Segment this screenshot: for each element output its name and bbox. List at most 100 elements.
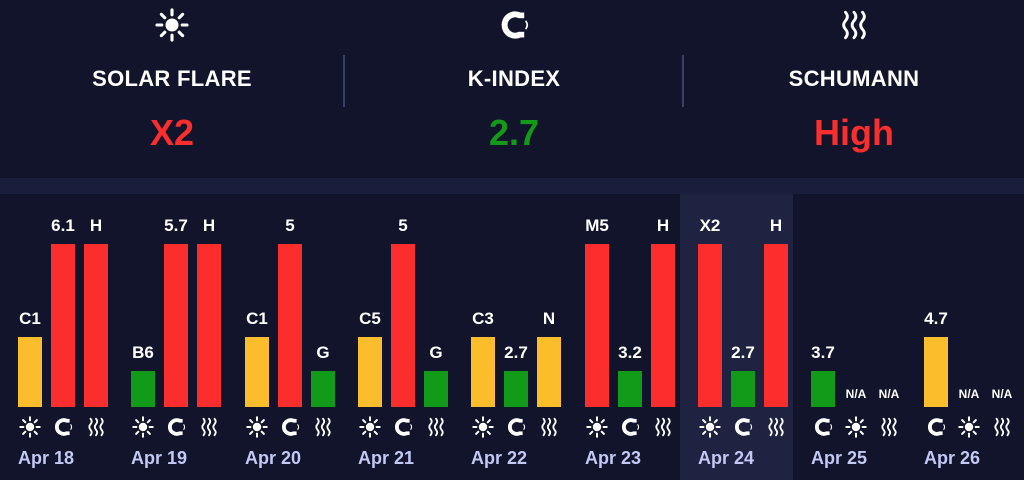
waves-icon (837, 8, 871, 47)
waves-icon (198, 416, 220, 438)
schumann-value-label: H (89, 216, 103, 235)
kindex-bar (278, 244, 302, 407)
flare-value-label: B6 (132, 343, 154, 362)
date-label: Apr 21 (358, 448, 415, 468)
flare-bar (698, 244, 722, 407)
flare-value-label: M5 (585, 216, 609, 235)
sun-icon (958, 416, 980, 438)
solar-flare-label: SOLAR FLARE (92, 66, 252, 91)
magnet-icon (497, 8, 531, 47)
date-label: Apr 18 (18, 448, 75, 468)
waves-icon (765, 416, 787, 438)
magnet-icon (392, 416, 414, 438)
schumann-bar (651, 244, 675, 407)
flare-value-label: C1 (19, 309, 41, 328)
schumann-bar (311, 371, 335, 407)
magnet-icon (812, 416, 834, 438)
kindex-value-label: 3.2 (618, 343, 642, 362)
sun-icon (246, 416, 268, 438)
sun-icon (845, 416, 867, 438)
kindex-bar (924, 337, 948, 407)
sun-icon (472, 416, 494, 438)
magnet-icon (165, 416, 187, 438)
day-column: B6 5.7 H Apr 19 (113, 194, 226, 480)
schumann-value-label: H (202, 216, 216, 235)
date-label: Apr 26 (924, 448, 981, 468)
magnet-icon (52, 416, 74, 438)
sun-icon (19, 416, 41, 438)
flare-value-label: C5 (359, 309, 381, 328)
kindex-value-label: 6.1 (51, 216, 75, 235)
flare-value-label: N/A (845, 387, 867, 401)
day-column: C5 5 G Apr 21 (340, 194, 453, 480)
kindex-value-label: 5.7 (164, 216, 188, 235)
waves-icon (878, 416, 900, 438)
day-column: C1 5 G Apr 20 (227, 194, 340, 480)
schumann-value-label: N/A (878, 387, 900, 401)
kindex-bar (618, 371, 642, 407)
date-label: Apr 19 (131, 448, 188, 468)
magnet-icon (279, 416, 301, 438)
date-label: Apr 20 (245, 448, 302, 468)
header-divider (343, 55, 345, 107)
kindex-value-label: 2.7 (504, 343, 528, 362)
schumann-value-label: N/A (991, 387, 1013, 401)
flare-bar (585, 244, 609, 407)
summary-header: SOLAR FLARE X2 K-INDEX 2.7 SCHUMANN High (0, 0, 1024, 178)
kindex-bar (811, 371, 835, 407)
flare-value-label: N/A (958, 387, 980, 401)
kindex-bar (731, 371, 755, 407)
waves-icon (538, 416, 560, 438)
waves-icon (312, 416, 334, 438)
sun-icon (155, 8, 189, 47)
date-label: Apr 24 (698, 448, 755, 468)
date-label: Apr 22 (471, 448, 528, 468)
schumann-value-label: G (429, 343, 443, 362)
day-column: C3 2.7 N Apr 22 (453, 194, 566, 480)
flare-value-label: X2 (699, 216, 721, 235)
sun-icon (586, 416, 608, 438)
day-column: C1 6.1 H Apr 18 (0, 194, 113, 480)
sun-icon (132, 416, 154, 438)
kindex-bar (51, 244, 75, 407)
schumann-value-label: N (542, 309, 556, 328)
magnet-icon (925, 416, 947, 438)
waves-icon (991, 416, 1013, 438)
header-divider (682, 55, 684, 107)
flare-bar (131, 371, 155, 407)
flare-bar (471, 337, 495, 407)
kindex-value-label: 3.7 (811, 343, 835, 362)
kindex-value-label: 5 (398, 216, 408, 235)
schumann-bar (197, 244, 221, 407)
flare-bar (245, 337, 269, 407)
k-index-summary: K-INDEX 2.7 (344, 0, 684, 178)
schumann-bar (537, 337, 561, 407)
solar-flare-summary: SOLAR FLARE X2 (0, 0, 344, 178)
k-index-value: 2.7 (488, 112, 540, 153)
schumann-bar (764, 244, 788, 407)
kindex-value-label: 4.7 (924, 309, 948, 328)
flare-value-label: C3 (472, 309, 494, 328)
solar-flare-value: X2 (149, 112, 195, 153)
day-column: 3.7 N/A N/A Apr 25 (793, 194, 906, 480)
schumann-value-label: G (316, 343, 330, 362)
flare-value-label: C1 (246, 309, 268, 328)
day-column: X2 2.7 H Apr 24 (680, 194, 793, 480)
schumann-bar (84, 244, 108, 407)
schumann-label: SCHUMANN (788, 66, 920, 91)
schumann-value-label: H (769, 216, 783, 235)
sun-icon (699, 416, 721, 438)
kindex-bar (391, 244, 415, 407)
date-label: Apr 25 (811, 448, 868, 468)
kindex-bar (504, 371, 528, 407)
magnet-icon (505, 416, 527, 438)
daily-forecast-chart: C1 6.1 H Apr 18 B6 5.7 H Apr 19 C1 5 G Apr 20 C5 5… (0, 194, 1024, 480)
kindex-value-label: 5 (285, 216, 295, 235)
kindex-value-label: 2.7 (731, 343, 755, 362)
date-label: Apr 23 (585, 448, 642, 468)
k-index-label: K-INDEX (467, 66, 561, 91)
schumann-bar (424, 371, 448, 407)
day-column: 4.7 N/A N/A Apr 26 (906, 194, 1019, 480)
sun-icon (359, 416, 381, 438)
schumann-value-label: H (656, 216, 670, 235)
